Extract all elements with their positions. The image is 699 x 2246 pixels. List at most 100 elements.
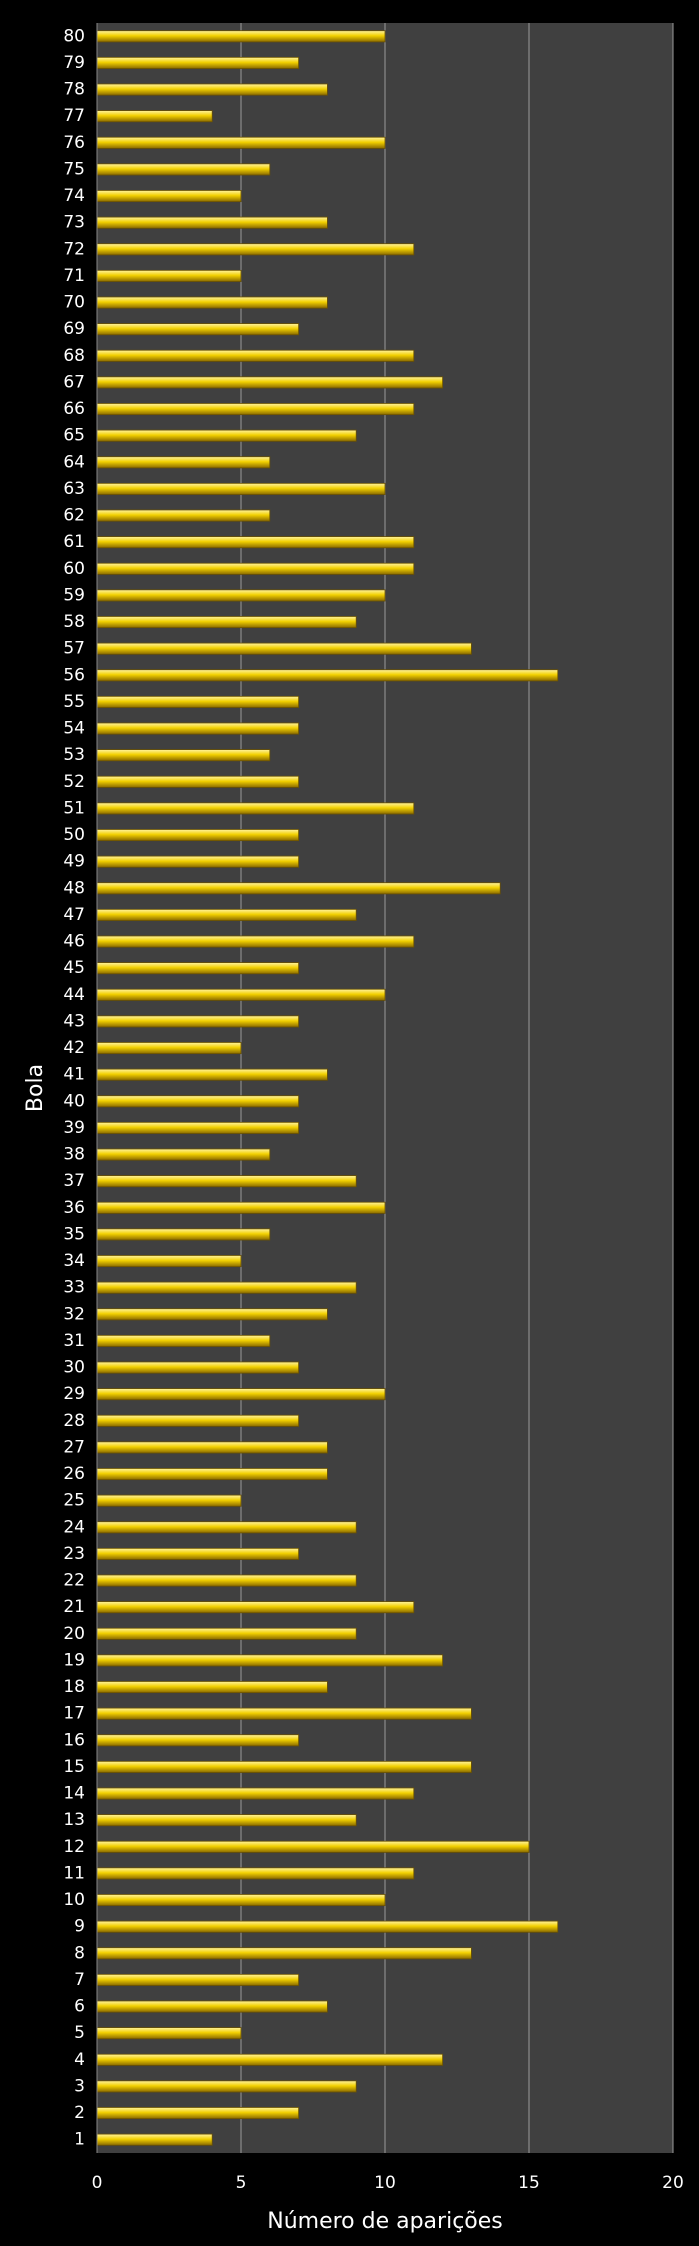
bar	[96, 1840, 530, 1853]
bar	[96, 403, 415, 416]
y-tick-label: 62	[63, 506, 85, 526]
y-tick-label: 78	[63, 80, 85, 100]
bar	[96, 935, 415, 948]
y-tick-label: 11	[63, 1863, 85, 1883]
y-tick-label: 17	[63, 1704, 85, 1724]
y-tick-label: 79	[63, 53, 85, 73]
bar	[96, 429, 357, 442]
bar	[96, 882, 501, 895]
bar	[96, 616, 357, 629]
bar	[96, 1681, 328, 1694]
bar	[96, 1148, 271, 1161]
y-tick-label: 37	[63, 1171, 85, 1191]
y-tick-label: 69	[63, 319, 85, 339]
y-tick-label: 3	[74, 2076, 85, 2096]
bar	[96, 1308, 328, 1321]
y-tick-label: 8	[74, 1943, 85, 1963]
bar	[96, 216, 328, 229]
bar	[96, 1441, 328, 1454]
y-tick-label: 29	[63, 1384, 85, 1404]
bar	[96, 1947, 472, 1960]
y-tick-label: 27	[63, 1437, 85, 1457]
y-tick-label: 25	[63, 1491, 85, 1511]
bar	[96, 775, 300, 788]
bar	[96, 1601, 415, 1614]
bar	[96, 1228, 271, 1241]
bar	[96, 1547, 300, 1560]
y-tick-label: 18	[63, 1677, 85, 1697]
bar	[96, 1068, 328, 1081]
bar	[96, 1414, 300, 1427]
y-tick-label: 80	[63, 26, 85, 46]
y-tick-label: 30	[63, 1358, 85, 1378]
bar	[96, 110, 213, 123]
bar	[96, 562, 415, 575]
y-tick-label: 55	[63, 692, 85, 712]
y-tick-label: 46	[63, 932, 85, 952]
y-tick-label: 61	[63, 532, 85, 552]
bar	[96, 1255, 242, 1268]
bar	[96, 1281, 357, 1294]
bar	[96, 1814, 357, 1827]
bar	[96, 669, 559, 682]
y-tick-label: 4	[74, 2050, 85, 2070]
y-tick-label: 48	[63, 878, 85, 898]
y-tick-label: 63	[63, 479, 85, 499]
y-tick-label: 31	[63, 1331, 85, 1351]
bar	[96, 2000, 328, 2013]
bar	[96, 323, 300, 336]
y-tick-label: 2	[74, 2103, 85, 2123]
bar	[96, 1707, 472, 1720]
bar	[96, 2133, 213, 2146]
bar	[96, 962, 300, 975]
bar	[96, 269, 242, 282]
y-tick-label: 50	[63, 825, 85, 845]
y-tick-label: 77	[63, 106, 85, 126]
x-tick-label: 10	[374, 2173, 396, 2193]
bar	[96, 829, 300, 842]
bar	[96, 1175, 357, 1188]
y-tick-label: 56	[63, 665, 85, 685]
y-tick-label: 64	[63, 452, 85, 472]
y-tick-label: 51	[63, 798, 85, 818]
x-tick-label: 0	[92, 2173, 103, 2193]
y-tick-label: 36	[63, 1198, 85, 1218]
bar	[96, 83, 328, 96]
y-tick-label: 41	[63, 1065, 85, 1085]
y-tick-label: 65	[63, 426, 85, 446]
y-tick-label: 59	[63, 585, 85, 605]
bar	[96, 1574, 357, 1587]
bar	[96, 802, 415, 815]
y-tick-label: 15	[63, 1757, 85, 1777]
y-tick-label: 57	[63, 639, 85, 659]
bar	[96, 2027, 242, 2040]
y-tick-label: 76	[63, 133, 85, 153]
y-tick-label: 28	[63, 1411, 85, 1431]
y-tick-label: 58	[63, 612, 85, 632]
bar	[96, 136, 386, 149]
y-tick-label: 9	[74, 1917, 85, 1937]
bar	[96, 1201, 386, 1214]
bar	[96, 1654, 444, 1667]
y-tick-label: 19	[63, 1650, 85, 1670]
y-tick-label: 20	[63, 1624, 85, 1644]
y-tick-label: 70	[63, 293, 85, 313]
y-tick-label: 33	[63, 1278, 85, 1298]
y-tick-label: 73	[63, 213, 85, 233]
bar	[96, 1388, 386, 1401]
y-tick-label: 43	[63, 1011, 85, 1031]
bar	[96, 1734, 300, 1747]
bar	[96, 1760, 472, 1773]
bar	[96, 2107, 300, 2120]
y-tick-label: 75	[63, 159, 85, 179]
bar	[96, 749, 271, 762]
bar	[96, 1042, 242, 1055]
y-tick-label: 32	[63, 1304, 85, 1324]
bar	[96, 988, 386, 1001]
bar	[96, 1468, 328, 1481]
bar	[96, 589, 386, 602]
y-tick-label: 67	[63, 372, 85, 392]
bar	[96, 1973, 300, 1986]
y-tick-label: 44	[63, 985, 85, 1005]
bar	[96, 56, 300, 69]
